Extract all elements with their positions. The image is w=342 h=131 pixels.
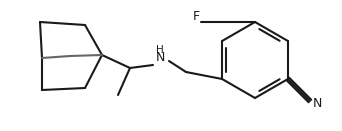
Text: F: F: [193, 10, 200, 23]
Text: N: N: [155, 51, 165, 64]
Text: H: H: [156, 45, 164, 55]
Text: N: N: [313, 97, 322, 110]
